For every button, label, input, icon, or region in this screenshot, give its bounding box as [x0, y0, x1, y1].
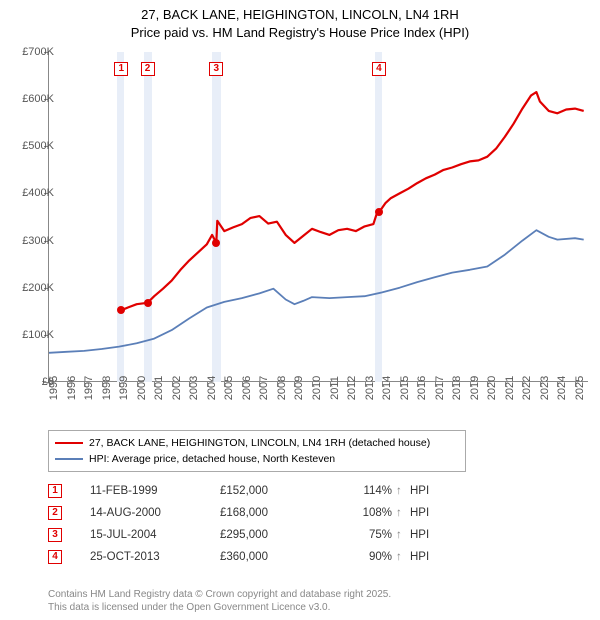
legend-swatch [55, 458, 83, 460]
y-tick-label: £500K [22, 140, 54, 152]
sale-marker-dot [144, 299, 152, 307]
x-tick-label: 2007 [258, 376, 270, 400]
sale-pct: 108% [332, 507, 396, 519]
sale-price: £152,000 [220, 485, 332, 497]
sale-hpi-label: HPI [410, 485, 429, 497]
sale-hpi-label: HPI [410, 507, 429, 519]
x-tick-label: 2020 [486, 376, 498, 400]
x-tick-label: 2010 [311, 376, 323, 400]
plot-region: 12 3 4 [48, 52, 588, 382]
sale-row-marker: 2 [48, 506, 62, 520]
sale-row-marker: 1 [48, 484, 62, 498]
sale-hpi-label: HPI [410, 529, 429, 541]
sale-row-marker: 4 [48, 550, 62, 564]
legend-swatch [55, 442, 83, 444]
y-tick-label: £0 [42, 376, 54, 388]
x-tick-label: 2019 [469, 376, 481, 400]
sale-hpi-label: HPI [410, 551, 429, 563]
chart-container: 27, BACK LANE, HEIGHINGTON, LINCOLN, LN4… [0, 0, 600, 620]
y-tick-label: £300K [22, 235, 54, 247]
x-tick-label: 1997 [83, 376, 95, 400]
arrow-up-icon: ↑ [396, 529, 410, 541]
x-tick-label: 2014 [381, 376, 393, 400]
footer-line: This data is licensed under the Open Gov… [48, 601, 391, 614]
x-tick-label: 1999 [118, 376, 130, 400]
sale-marker-dot [117, 306, 125, 314]
y-tick-label: £200K [22, 282, 54, 294]
sale-date: 25-OCT-2013 [90, 551, 220, 563]
title-subtitle: Price paid vs. HM Land Registry's House … [0, 24, 600, 42]
x-tick-label: 2004 [206, 376, 218, 400]
x-tick-label: 2022 [521, 376, 533, 400]
y-tick-label: £700K [22, 46, 54, 58]
sales-table: 111-FEB-1999£152,000114%↑HPI214-AUG-2000… [48, 480, 429, 568]
x-tick-label: 2009 [293, 376, 305, 400]
sale-marker-box: 1 [114, 62, 128, 76]
x-tick-label: 2006 [241, 376, 253, 400]
x-tick-label: 2016 [416, 376, 428, 400]
x-tick-label: 2002 [171, 376, 183, 400]
series-hpi [49, 230, 584, 353]
x-tick-label: 2015 [399, 376, 411, 400]
sale-pct: 114% [332, 485, 396, 497]
title-address: 27, BACK LANE, HEIGHINGTON, LINCOLN, LN4… [0, 6, 600, 24]
sale-date: 15-JUL-2004 [90, 529, 220, 541]
x-tick-label: 2013 [364, 376, 376, 400]
sale-row: 3 15-JUL-2004£295,00075%↑HPI [48, 524, 429, 546]
sale-row: 2 14-AUG-2000£168,000108%↑HPI [48, 502, 429, 524]
x-tick-label: 2001 [153, 376, 165, 400]
x-tick-label: 2021 [504, 376, 516, 400]
x-tick-label: 1998 [101, 376, 113, 400]
y-tick-label: £400K [22, 187, 54, 199]
arrow-up-icon: ↑ [396, 507, 410, 519]
x-tick-label: 2023 [539, 376, 551, 400]
sale-row: 1 11-FEB-1999£152,000114%↑HPI [48, 480, 429, 502]
y-tick-label: £600K [22, 93, 54, 105]
x-tick-label: 2017 [434, 376, 446, 400]
line-layer [49, 52, 589, 382]
x-tick-label: 1996 [66, 376, 78, 400]
x-tick-label: 2011 [329, 376, 341, 400]
x-tick-label: 2018 [451, 376, 463, 400]
sale-marker-dot [212, 239, 220, 247]
x-tick-label: 2025 [574, 376, 586, 400]
x-tick-label: 2024 [556, 376, 568, 400]
legend-label: HPI: Average price, detached house, Nort… [89, 453, 335, 465]
legend-item: 27, BACK LANE, HEIGHINGTON, LINCOLN, LN4… [55, 435, 459, 451]
title-block: 27, BACK LANE, HEIGHINGTON, LINCOLN, LN4… [0, 0, 600, 41]
chart-area: 1234 19951996199719981999200020012002200… [48, 52, 588, 382]
x-tick-label: 2008 [276, 376, 288, 400]
x-tick-label: 2005 [223, 376, 235, 400]
sale-date: 11-FEB-1999 [90, 485, 220, 497]
legend-label: 27, BACK LANE, HEIGHINGTON, LINCOLN, LN4… [89, 437, 430, 449]
sale-price: £295,000 [220, 529, 332, 541]
arrow-up-icon: ↑ [396, 485, 410, 497]
sale-marker-box: 3 [209, 62, 223, 76]
x-tick-label: 2012 [346, 376, 358, 400]
footer-attribution: Contains HM Land Registry data © Crown c… [48, 588, 391, 614]
y-tick-label: £100K [22, 329, 54, 341]
sale-marker-dot [375, 208, 383, 216]
sale-pct: 90% [332, 551, 396, 563]
sale-row: 4 25-OCT-2013£360,00090%↑HPI [48, 546, 429, 568]
sale-date: 14-AUG-2000 [90, 507, 220, 519]
sale-marker-box: 4 [372, 62, 386, 76]
series-price_paid [121, 92, 584, 310]
legend-item: HPI: Average price, detached house, Nort… [55, 451, 459, 467]
sale-marker-box: 2 [141, 62, 155, 76]
sale-price: £360,000 [220, 551, 332, 563]
legend: 27, BACK LANE, HEIGHINGTON, LINCOLN, LN4… [48, 430, 466, 472]
x-tick-label: 2003 [188, 376, 200, 400]
sale-pct: 75% [332, 529, 396, 541]
footer-line: Contains HM Land Registry data © Crown c… [48, 588, 391, 601]
x-tick-label: 2000 [136, 376, 148, 400]
arrow-up-icon: ↑ [396, 551, 410, 563]
sale-price: £168,000 [220, 507, 332, 519]
sale-row-marker: 3 [48, 528, 62, 542]
